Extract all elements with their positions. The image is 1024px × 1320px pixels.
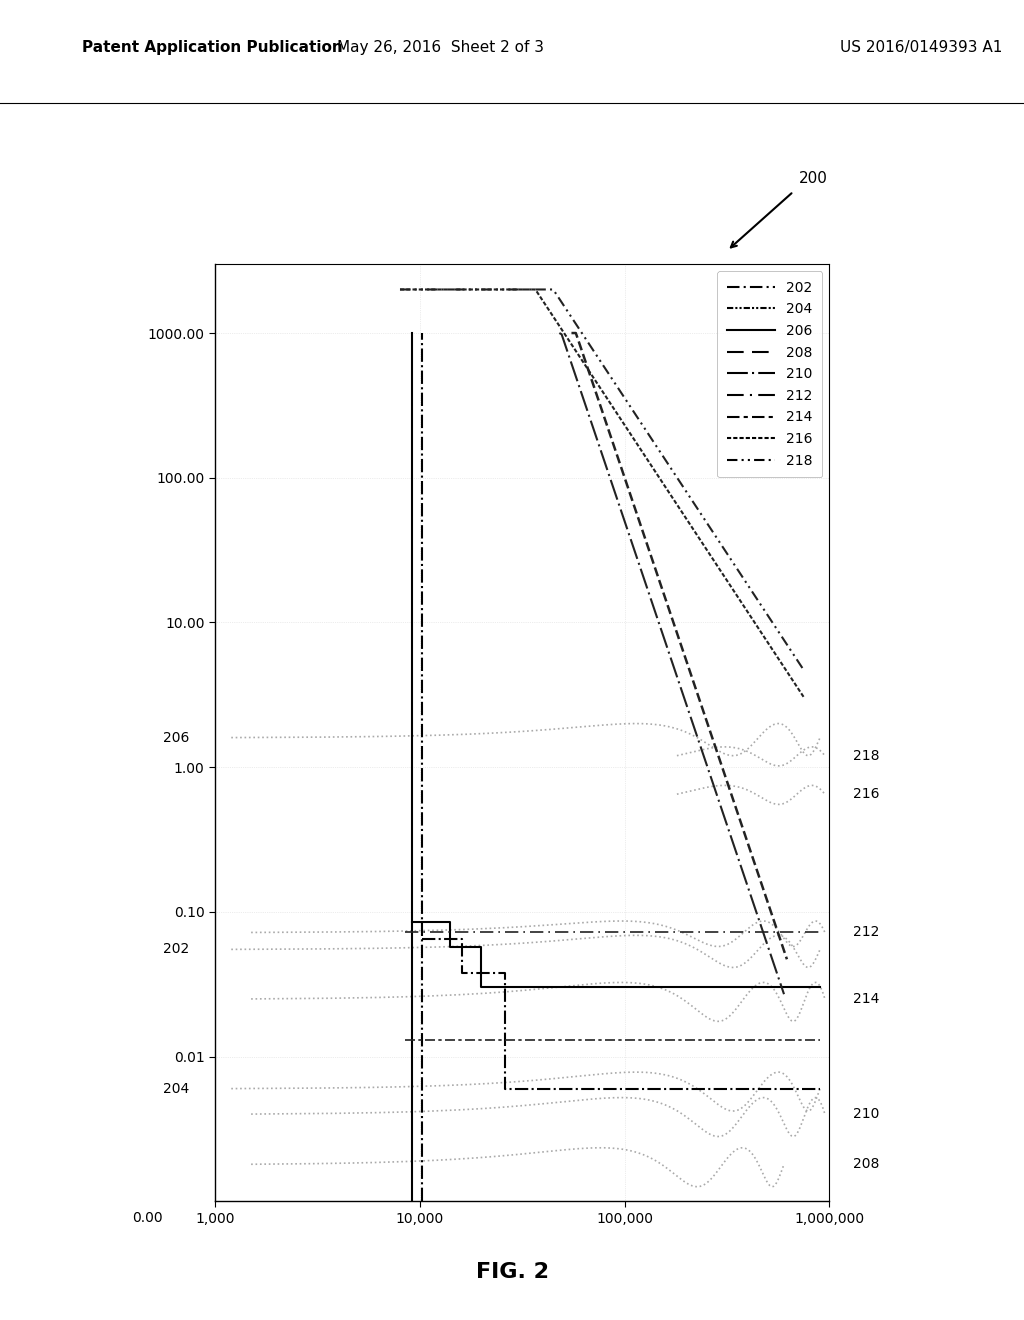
Text: US 2016/0149393 A1: US 2016/0149393 A1 — [840, 40, 1002, 55]
Text: Patent Application Publication: Patent Application Publication — [82, 40, 343, 55]
Text: 204: 204 — [163, 1081, 189, 1096]
Text: May 26, 2016  Sheet 2 of 3: May 26, 2016 Sheet 2 of 3 — [337, 40, 544, 55]
Text: FIG. 2: FIG. 2 — [475, 1262, 549, 1283]
Text: 208: 208 — [853, 1158, 880, 1171]
Text: 214: 214 — [853, 991, 880, 1006]
Text: 200: 200 — [799, 170, 827, 186]
Text: 216: 216 — [853, 787, 880, 801]
Text: 212: 212 — [853, 925, 880, 940]
Legend: 202, 204, 206, 208, 210, 212, 214, 216, 218: 202, 204, 206, 208, 210, 212, 214, 216, … — [717, 271, 822, 478]
Text: 218: 218 — [853, 748, 880, 763]
Text: 210: 210 — [853, 1107, 880, 1121]
Text: 206: 206 — [163, 730, 189, 744]
Text: 202: 202 — [163, 942, 189, 957]
Text: 0.00: 0.00 — [132, 1210, 163, 1225]
